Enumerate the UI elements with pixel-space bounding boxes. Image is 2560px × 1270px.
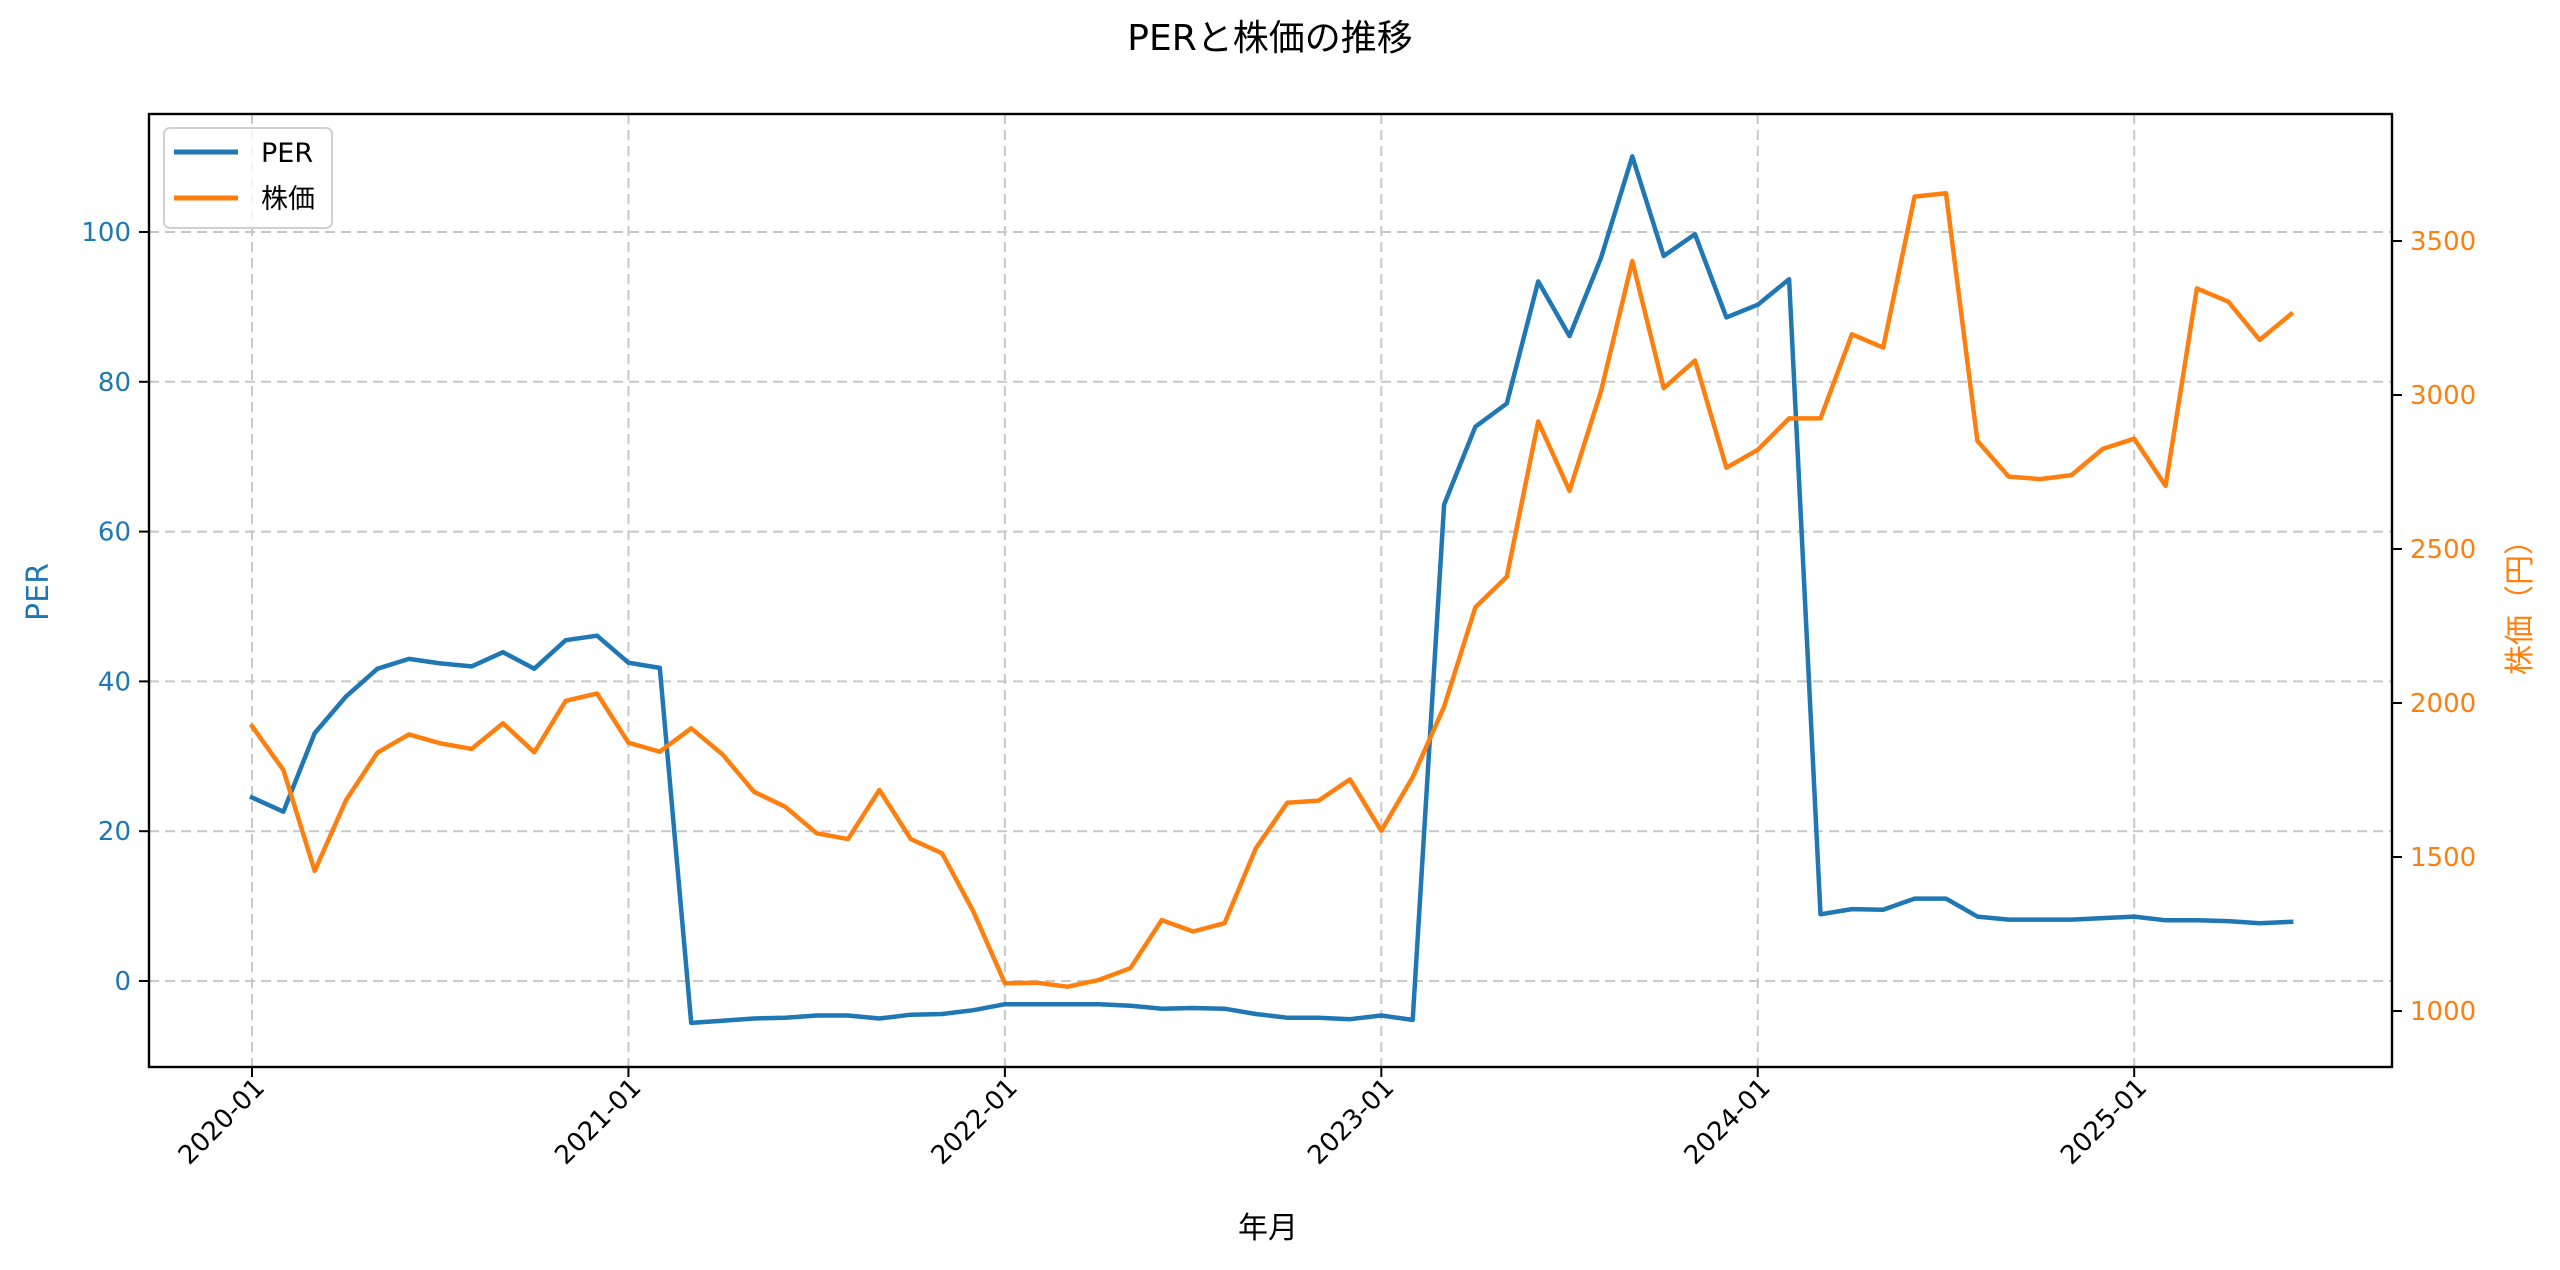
x-tick-label: 2024-01: [1679, 1073, 1777, 1171]
x-tick-label: 2025-01: [2055, 1073, 2153, 1171]
plot-area: [248, 154, 2295, 1026]
y-tick-label-right: 3500: [2410, 227, 2476, 257]
y-tick-label-left: 60: [98, 518, 131, 548]
y-tick-label-right: 2500: [2410, 535, 2476, 565]
y-tick-label-right: 1000: [2410, 997, 2476, 1027]
series-line-per: [249, 154, 2294, 1026]
right-y-axis: 1000 1500 2000 2500 3000 3500: [2392, 227, 2476, 1027]
y-tick-label-right: 2000: [2410, 689, 2476, 719]
chart-title: PERと株価の推移: [1127, 18, 1412, 59]
legend: PER 株価: [163, 127, 333, 229]
y-tick-label-right: 3000: [2410, 381, 2476, 411]
x-tick-label: 2022-01: [926, 1073, 1024, 1171]
y-tick-label-right: 1500: [2410, 843, 2476, 873]
y-tick-label-left: 40: [98, 667, 131, 697]
series-line-price: [248, 191, 2295, 989]
y-tick-label-left: 100: [81, 218, 131, 248]
x-axis: 2020-01 2021-01 2022-01 2023-01 2024-01 2025-…: [173, 1067, 2153, 1171]
x-axis-title: 年月: [1238, 1211, 1298, 1246]
x-tick-label: 2020-01: [173, 1073, 271, 1171]
gridlines: [149, 114, 2392, 1067]
axes-frame: [147, 112, 2394, 1069]
legend-label-price: 株価: [261, 184, 315, 215]
y-axis-right-title: 株価（円）: [2503, 525, 2538, 675]
y-tick-label-left: 80: [98, 368, 131, 398]
legend-label-per: PER: [261, 138, 313, 169]
y-tick-label-left: 20: [98, 817, 131, 847]
x-tick-label: 2023-01: [1302, 1073, 1400, 1171]
left-y-axis: 0 20 40 60 80 100: [81, 218, 149, 997]
y-axis-left-title: PER: [21, 563, 56, 621]
x-tick-label: 2021-01: [549, 1073, 647, 1171]
y-tick-label-left: 0: [114, 967, 131, 997]
